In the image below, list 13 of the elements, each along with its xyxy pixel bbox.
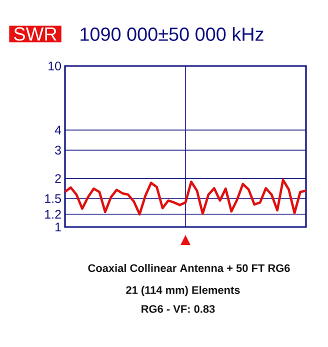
y-tick-label: 1.2: [45, 210, 61, 219]
y-tick-label: 10: [48, 62, 61, 70]
chart-subtitle: 1090 000±50 000 kHz: [80, 27, 264, 41]
text: RG6 - VF: 0.83: [142, 305, 215, 313]
y-tick-label: 2: [55, 174, 61, 183]
y-tick-label: 3: [55, 146, 61, 155]
y-tick-label: 1: [56, 222, 61, 232]
text: 21 (114 mm) Elements: [126, 286, 240, 296]
chart-title: SWR: [14, 27, 56, 41]
text: Coaxial Collinear Antenna + 50 FT RG6: [88, 264, 290, 272]
y-tick-label: 4: [54, 126, 62, 134]
y-tick-label: 1.5: [45, 194, 61, 203]
line-series: [64, 178, 308, 216]
